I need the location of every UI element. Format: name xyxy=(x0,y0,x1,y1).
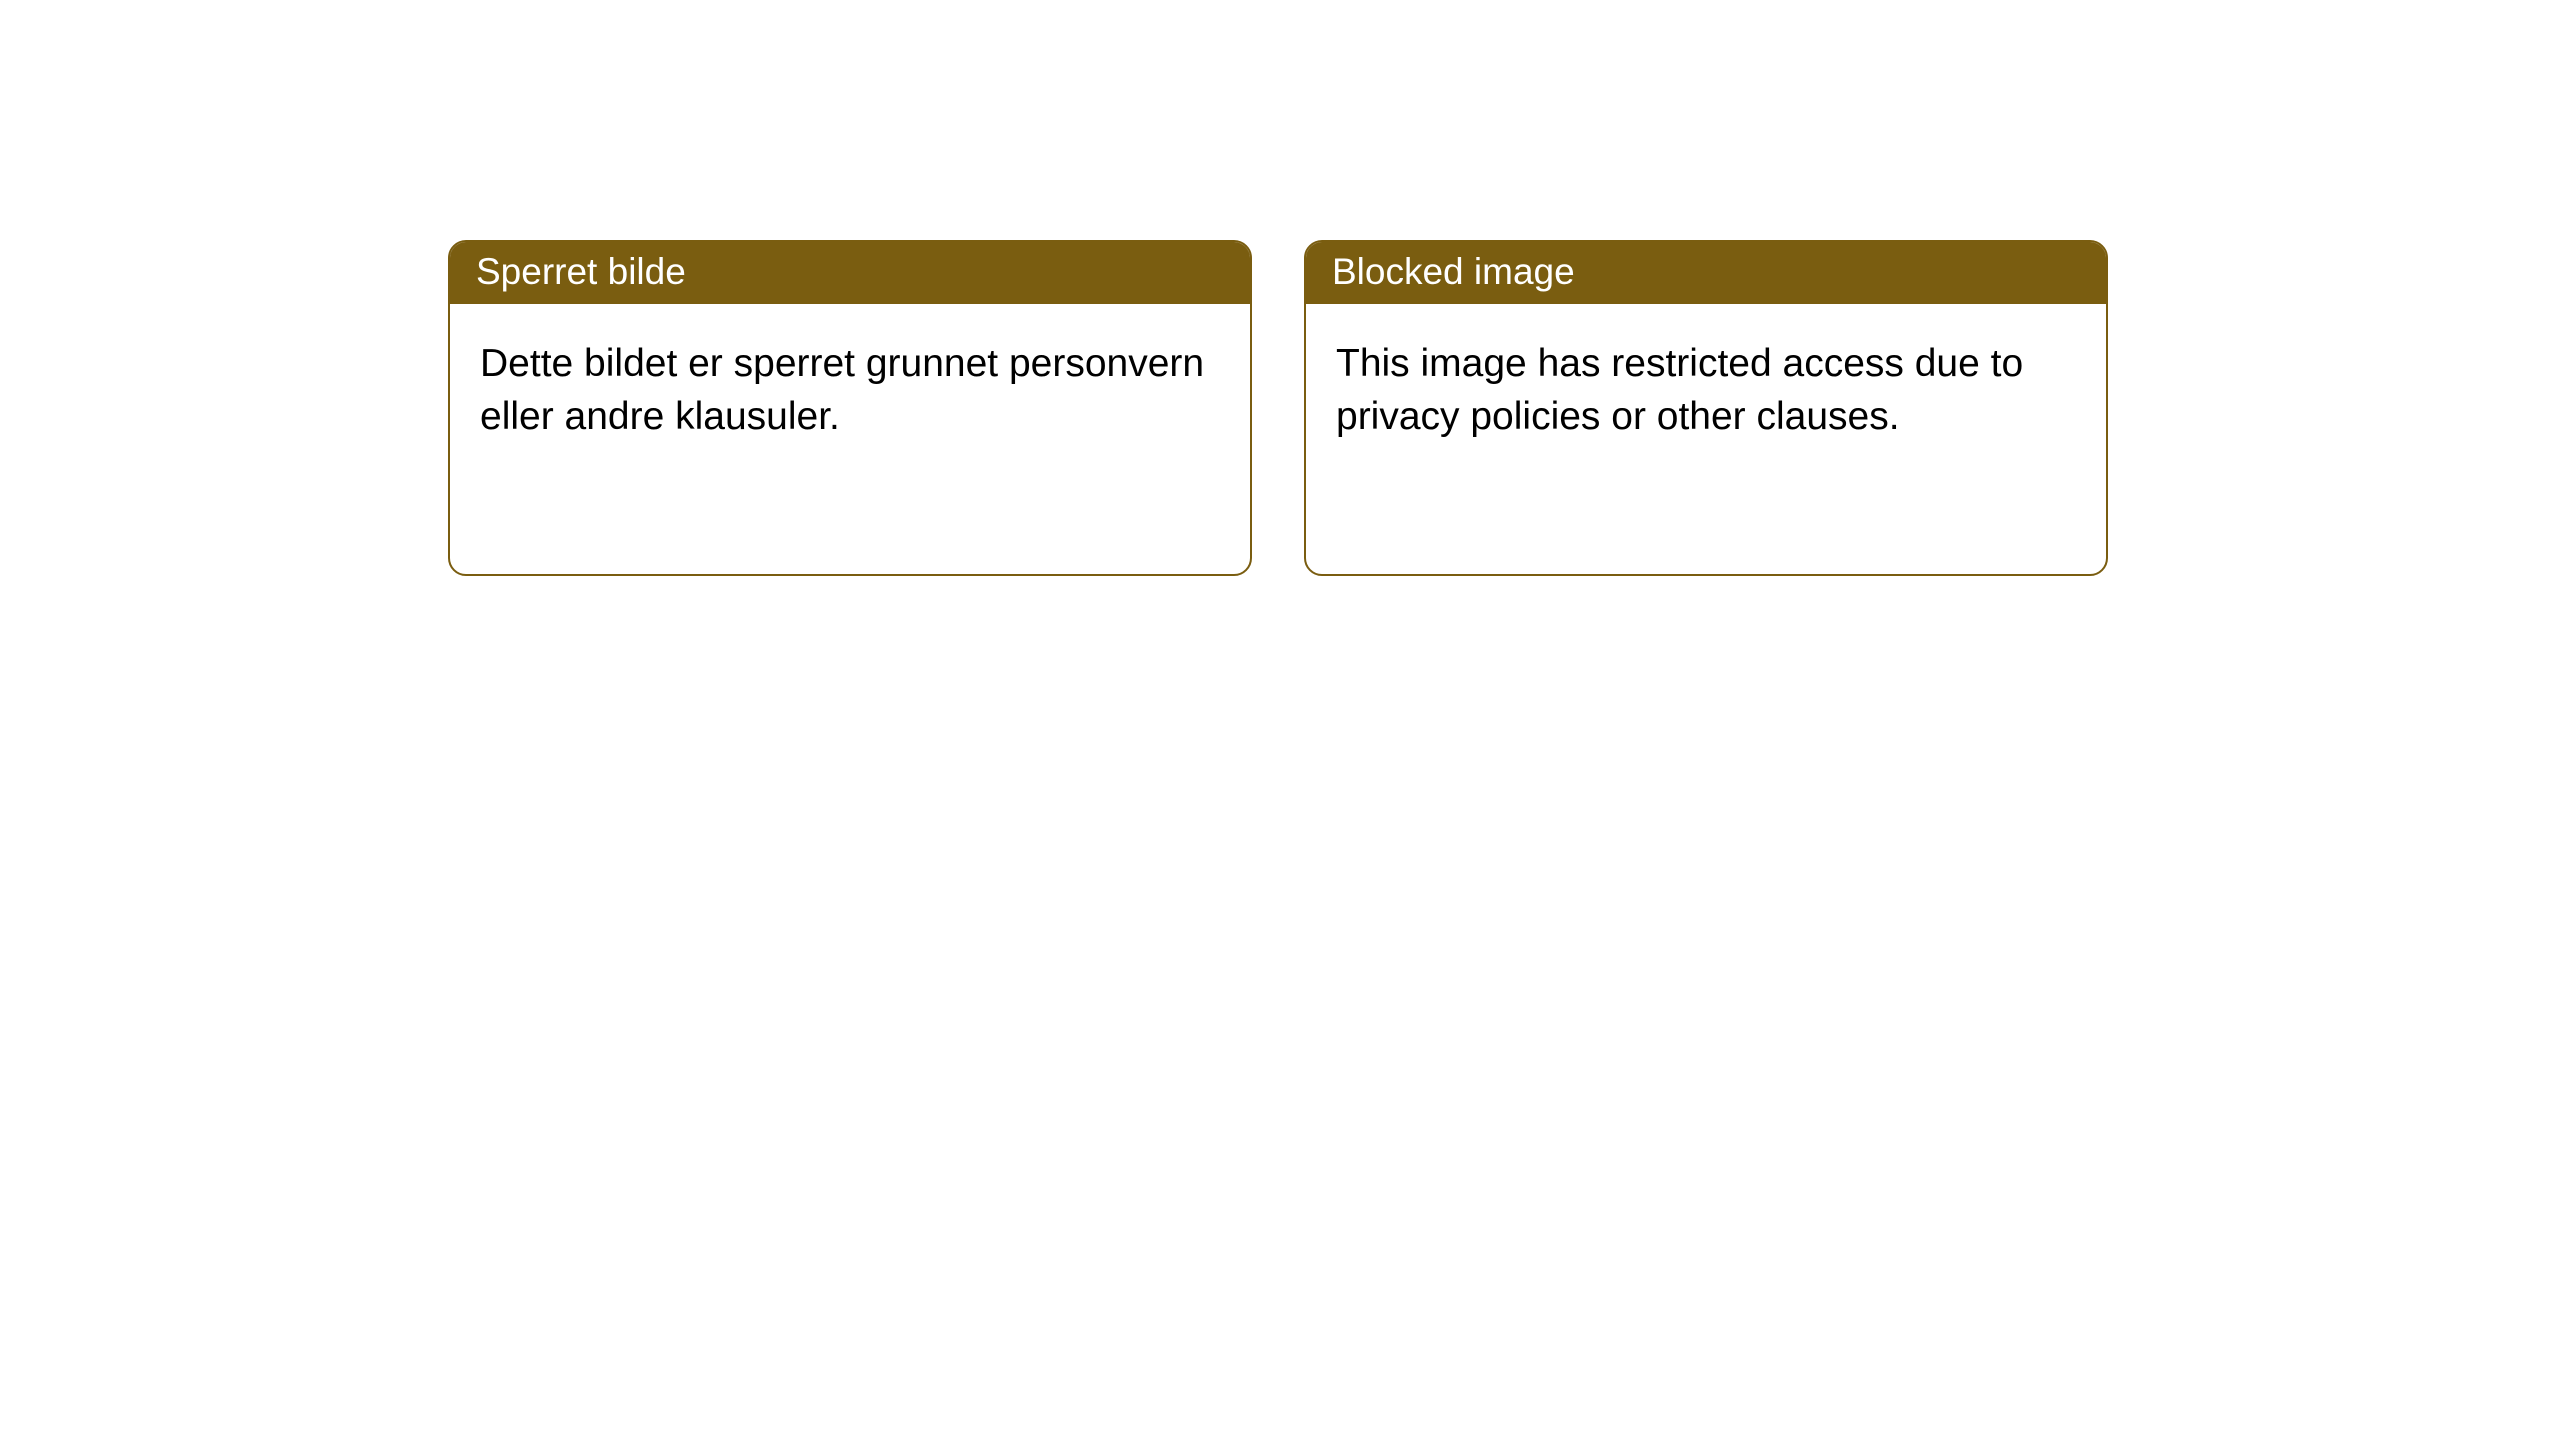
card-body-norwegian: Dette bildet er sperret grunnet personve… xyxy=(450,304,1250,477)
card-title: Blocked image xyxy=(1332,251,1575,292)
blocked-image-card-norwegian: Sperret bilde Dette bildet er sperret gr… xyxy=(448,240,1252,576)
blocked-image-card-english: Blocked image This image has restricted … xyxy=(1304,240,2108,576)
card-body-text: Dette bildet er sperret grunnet personve… xyxy=(480,342,1204,438)
card-body-text: This image has restricted access due to … xyxy=(1336,342,2023,438)
card-body-english: This image has restricted access due to … xyxy=(1306,304,2106,477)
card-title: Sperret bilde xyxy=(476,251,686,292)
card-header-english: Blocked image xyxy=(1306,242,2106,304)
notice-container: Sperret bilde Dette bildet er sperret gr… xyxy=(0,0,2560,576)
card-header-norwegian: Sperret bilde xyxy=(450,242,1250,304)
